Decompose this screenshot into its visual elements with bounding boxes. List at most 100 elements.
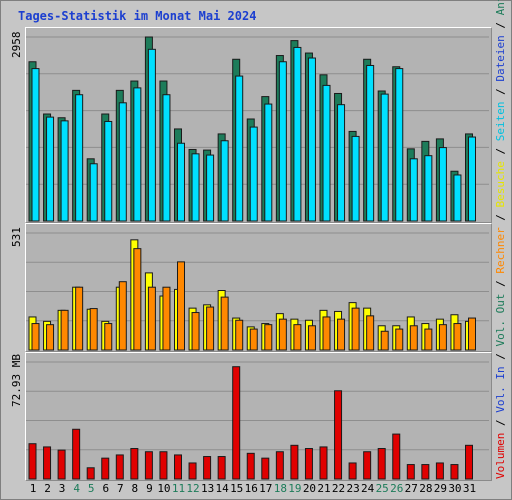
legend-entry: / [494,15,507,36]
day-label-16: 16 [244,482,258,495]
bar-volumen-day-25 [377,448,386,480]
day-label-13: 13 [200,482,215,495]
bar-rechner-day-8 [133,248,142,351]
bar-volumen-day-9 [144,451,153,480]
bar-rechner-day-11 [177,261,185,351]
day-label-28: 28 [419,482,433,495]
bar-dateien-day-29 [438,147,447,222]
legend-entry: Rechner [494,227,507,274]
bar-dateien-day-11 [177,142,185,222]
day-label-23: 23 [346,482,360,495]
bar-dateien-day-14 [220,140,229,222]
day-label-27: 27 [404,482,418,495]
bar-volumen-day-6 [101,457,110,480]
bar-volumen-day-7 [115,454,124,480]
bar-dateien-day-10 [162,94,171,222]
bar-dateien-day-20 [307,57,316,222]
bar-rechner-day-27 [409,325,418,351]
bar-dateien-day-19 [293,46,302,222]
bar-volumen-day-16 [246,452,255,480]
bar-dateien-day-28 [424,155,433,222]
bar-rechner-day-15 [235,319,244,351]
day-label-3: 3 [58,482,66,495]
day-label-22: 22 [331,482,346,495]
bar-rechner-day-28 [424,328,433,351]
day-label-2: 2 [44,482,51,495]
bar-rechner-day-24 [366,315,375,351]
bar-volumen-day-2 [43,446,52,480]
bar-volumen-day-19 [290,444,299,480]
bar-dateien-day-1 [31,68,40,222]
legend-entry: Besuche [494,161,507,208]
bar-dateien-day-12 [191,153,200,222]
day-label-15: 15 [230,482,244,495]
legend-entry: Dateien [494,35,507,82]
bar-volumen-day-29 [435,462,444,480]
bar-dateien-day-2 [46,116,55,222]
bar-rechner-day-5 [89,308,98,351]
bar-volumen-day-3 [57,449,66,480]
bar-rechner-day-12 [191,312,200,351]
bar-volumen-day-15 [232,366,241,480]
bar-rechner-day-10 [162,286,171,351]
bar-rechner-day-3 [60,309,69,351]
bar-volumen-day-10 [159,451,168,480]
bar-dateien-day-9 [147,48,156,222]
bar-volumen-day-26 [392,433,401,480]
bar-dateien-day-21 [322,84,331,222]
bar-volumen-day-13 [203,456,212,480]
bar-dateien-day-4 [75,94,84,222]
bar-dateien-day-26 [395,68,404,222]
day-label-26: 26 [390,482,404,495]
bar-dateien-day-22 [337,104,346,222]
legend-entry: Vol. In [494,366,507,413]
bar-volumen-day-22 [334,390,343,480]
bar-volumen-day-12 [188,462,197,480]
bar-rechner-day-4 [75,286,84,351]
bar-rechner-day-9 [147,286,156,351]
legend-entry: Vol. Out [494,293,507,347]
bar-rechner-day-14 [220,296,229,351]
bar-dateien-day-15 [235,75,244,222]
day-label-8: 8 [131,482,139,495]
day-label-24: 24 [361,482,375,495]
day-label-14: 14 [215,482,229,495]
day-label-1: 1 [29,482,37,495]
bar-dateien-day-6 [104,120,113,222]
day-label-7: 7 [116,482,124,495]
day-label-17: 17 [259,482,273,495]
bar-rechner-day-17 [264,324,273,351]
bar-rechner-day-1 [31,323,40,351]
legend-entry: / [494,273,507,294]
bar-dateien-day-23 [351,135,360,222]
bar-volumen-day-4 [72,428,81,480]
bar-dateien-day-5 [89,163,98,222]
bar-rechner-day-2 [46,324,55,351]
legend-entry: / [494,346,507,367]
legend-entry: / [494,81,507,102]
legend-entry: / [494,412,507,433]
legend-entry: Anfragen [494,0,507,15]
bar-rechner-day-13 [206,306,215,351]
legend-entry: / [494,141,507,162]
series-legend: Volumen / Vol. In / Vol. Out / Rechner /… [494,0,507,479]
bar-rechner-day-26 [395,328,404,351]
bar-volumen-day-30 [450,464,459,480]
day-label-12: 12 [186,482,200,495]
bar-volumen-day-1 [28,443,37,480]
bar-dateien-day-16 [249,126,258,222]
day-label-19: 19 [288,482,302,495]
bar-volumen-day-28 [421,464,430,480]
day-label-10: 10 [157,482,171,495]
legend-entry: Seiten [494,101,507,142]
bar-rechner-day-22 [337,318,346,351]
bar-volumen-day-23 [348,462,357,480]
legend-entry: Volumen [494,432,507,479]
bar-volumen-day-20 [304,448,313,480]
bar-volumen-day-24 [363,451,372,480]
bar-dateien-day-13 [206,154,215,222]
bar-dateien-day-25 [380,93,389,222]
day-label-6: 6 [102,482,110,495]
